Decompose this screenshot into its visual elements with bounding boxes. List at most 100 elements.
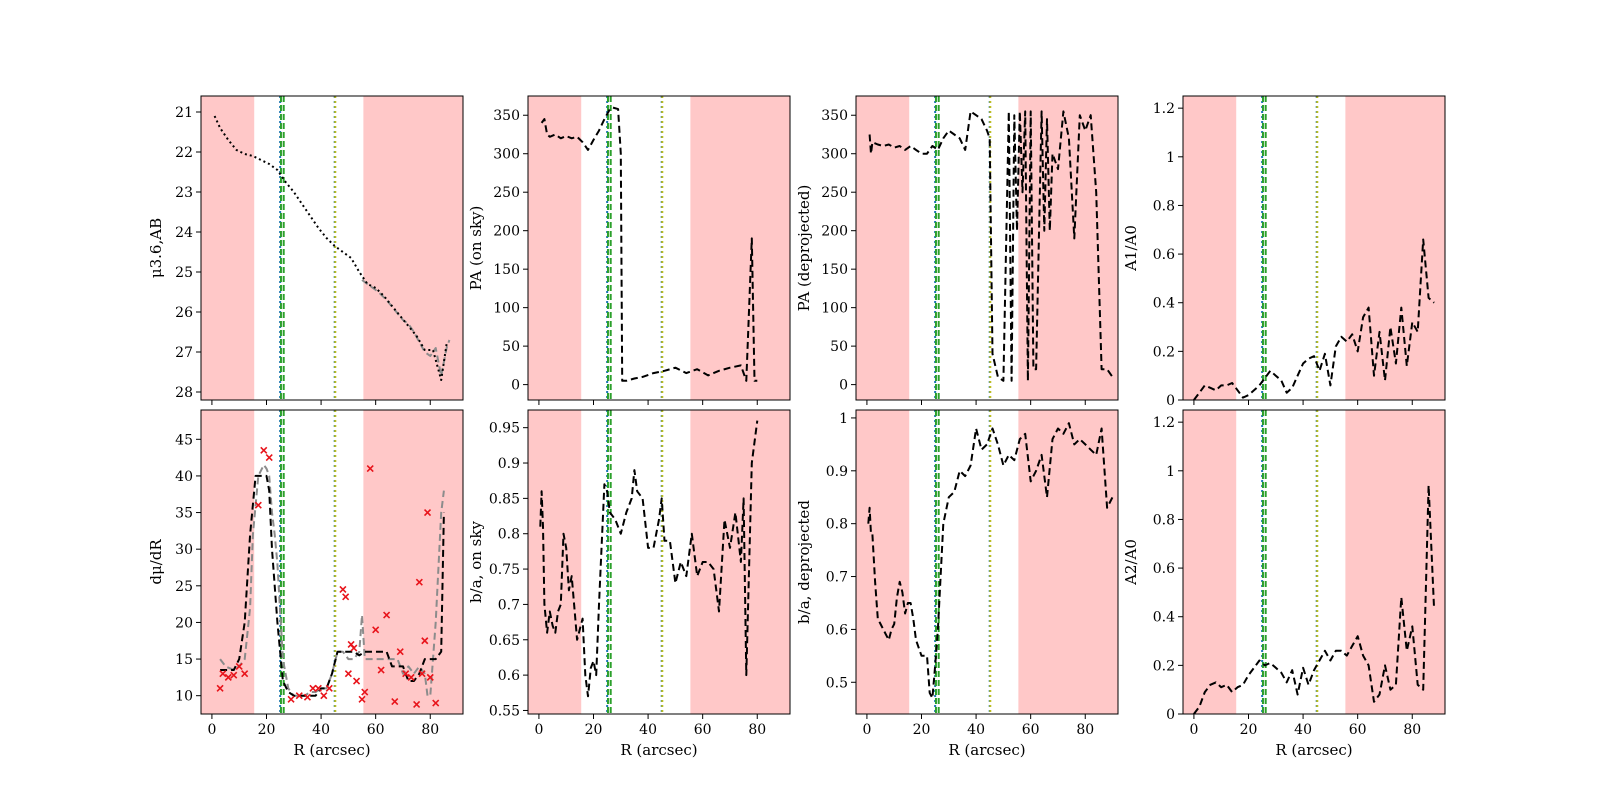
y-tick-label: 0: [1166, 707, 1175, 723]
x-tick-label: 20: [258, 722, 276, 738]
shaded-region: [528, 410, 582, 714]
shaded-region: [201, 96, 255, 400]
y-tick-label: 26: [175, 305, 193, 321]
panel-frame: [855, 409, 1119, 715]
data-point-marker: [377, 666, 385, 674]
panel-pa_sky: 0 50 100 150 200 250 300 350 PA (on sky): [467, 95, 791, 405]
y-tick-label: 250: [821, 185, 848, 201]
y-tick-label: 0.4: [1153, 296, 1175, 312]
panel-a2: 0 0.2 0.4 0.6 0.8 1 1.2 0 20 40 60 80 R (arcsec) A2/A…: [1122, 409, 1446, 759]
y-tick-label: 0.55: [489, 703, 520, 719]
panel-frame: [1182, 409, 1446, 715]
y-tick-label: 0.7: [826, 570, 848, 586]
data-point-marker: [309, 684, 317, 692]
data-point-marker: [314, 684, 322, 692]
y-tick-label: 1.2: [1153, 101, 1175, 117]
data-point-marker: [325, 684, 333, 692]
x-tick-label: 0: [207, 722, 216, 738]
panel-ba_deproj: 0.5 0.6 0.7 0.8 0.9 1 0 20 40 60 80 R (arcsec) b/a, …: [795, 409, 1119, 759]
panel-a1: 0 0.2 0.4 0.6 0.8 1 1.2 A1/A0: [1122, 95, 1446, 409]
y-tick-label: 300: [821, 147, 848, 163]
y-tick-label: 25: [175, 265, 193, 281]
data-point-marker: [295, 692, 303, 700]
panel-frame: [527, 95, 791, 401]
y-tick-label: 100: [821, 301, 848, 317]
data-point-marker: [320, 692, 328, 700]
y-tick-label: 1: [1166, 464, 1175, 480]
data-point-marker: [235, 662, 243, 670]
data-point-marker: [216, 684, 224, 692]
y-tick-label: 100: [493, 301, 520, 317]
x-axis-label: R (arcsec): [293, 741, 370, 759]
x-tick-label: 80: [748, 722, 766, 738]
shaded-region: [363, 96, 463, 400]
shaded-region: [690, 96, 790, 400]
x-tick-label: 60: [367, 722, 385, 738]
x-tick-label: 20: [1240, 722, 1258, 738]
panel-ba_sky: 0.55 0.6 0.65 0.7 0.75 0.8 0.85 0.9 0.95 0 20 40 60 8…: [467, 409, 791, 759]
data-point-marker: [391, 697, 399, 706]
y-axis-label: PA (deprojected): [795, 185, 813, 312]
x-tick-label: 20: [585, 722, 603, 738]
y-axis-label: A2/A0: [1122, 539, 1140, 586]
shaded-region: [856, 96, 910, 400]
x-tick-label: 80: [1403, 722, 1421, 738]
y-tick-label: 21: [175, 105, 193, 121]
y-tick-label: 0.95: [489, 421, 520, 437]
y-tick-label: 0.5: [826, 675, 848, 691]
y-tick-label: 200: [821, 224, 848, 240]
x-tick-label: 40: [967, 722, 985, 738]
data-point-marker: [260, 446, 268, 454]
shaded-region: [856, 410, 910, 714]
y-tick-label: 0.8: [1153, 198, 1175, 214]
series-line: [867, 422, 1114, 700]
x-tick-label: 80: [1076, 722, 1094, 738]
data-point-marker: [361, 688, 369, 696]
y-tick-label: 0.8: [498, 527, 520, 543]
y-tick-label: 0.6: [498, 668, 520, 684]
data-point-marker: [358, 695, 366, 703]
y-tick-label: 0.65: [489, 633, 520, 649]
x-tick-label: 0: [534, 722, 543, 738]
panel-frame: [1182, 95, 1446, 401]
panel-frame: [855, 95, 1119, 401]
y-axis-label: b/a, on sky: [467, 521, 485, 603]
y-tick-label: 0.85: [489, 491, 520, 507]
y-tick-label: 250: [493, 185, 520, 201]
y-tick-label: 0: [511, 378, 520, 394]
data-point-marker: [303, 693, 312, 701]
y-tick-label: 23: [175, 185, 193, 201]
y-tick-label: 20: [175, 615, 193, 631]
shaded-region: [201, 410, 255, 714]
data-point-marker: [241, 670, 249, 678]
panel-frame: [200, 95, 464, 401]
y-tick-label: 24: [175, 225, 193, 241]
y-tick-label: 0.6: [1153, 247, 1175, 263]
series-line: [220, 474, 445, 697]
series-line: [1193, 238, 1435, 400]
panel-frame: [527, 409, 791, 715]
y-tick-label: 50: [830, 339, 848, 355]
data-point-marker: [342, 593, 350, 601]
data-point-marker: [366, 465, 374, 473]
y-tick-label: 40: [175, 469, 193, 485]
y-tick-label: 0.6: [826, 622, 848, 638]
data-point-marker: [432, 699, 440, 707]
data-point-marker: [339, 585, 347, 594]
y-tick-label: 30: [175, 542, 193, 558]
series-line: [868, 110, 1114, 382]
y-tick-label: 0.75: [489, 562, 520, 578]
y-tick-label: 45: [175, 432, 193, 448]
data-point-marker: [230, 671, 238, 679]
y-axis-label: b/a, deprojected: [795, 500, 813, 624]
y-tick-label: 27: [175, 345, 193, 361]
y-tick-label: 0: [839, 378, 848, 394]
data-point-marker: [423, 508, 432, 517]
y-tick-label: 150: [493, 262, 520, 278]
data-point-marker: [219, 670, 227, 678]
x-tick-label: 60: [694, 722, 712, 738]
y-axis-label: A1/A0: [1122, 225, 1140, 272]
y-axis-label: dμ/dR: [147, 539, 165, 585]
panel-dmudr: 10 15 20 25 30 35 40 45 0 20 40 60 80 R (arcsec) dμ/dR: [147, 409, 464, 759]
